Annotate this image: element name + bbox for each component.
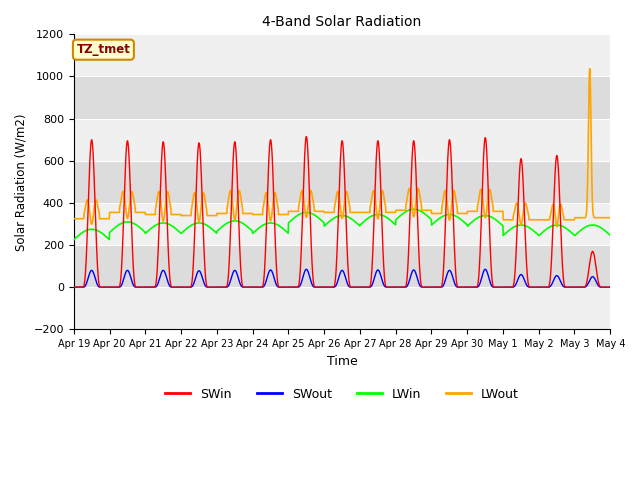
Title: 4-Band Solar Radiation: 4-Band Solar Radiation	[262, 15, 422, 29]
Bar	[74, 161, 611, 203]
Bar	[74, 76, 611, 119]
Legend: SWin, SWout, LWin, LWout: SWin, SWout, LWin, LWout	[160, 383, 524, 406]
Text: TZ_tmet: TZ_tmet	[76, 43, 131, 56]
Bar	[74, 287, 611, 329]
Bar	[74, 245, 611, 287]
Y-axis label: Solar Radiation (W/m2): Solar Radiation (W/m2)	[15, 113, 28, 251]
Bar	[74, 119, 611, 161]
X-axis label: Time: Time	[326, 355, 357, 368]
Bar	[74, 35, 611, 76]
Bar	[74, 203, 611, 245]
